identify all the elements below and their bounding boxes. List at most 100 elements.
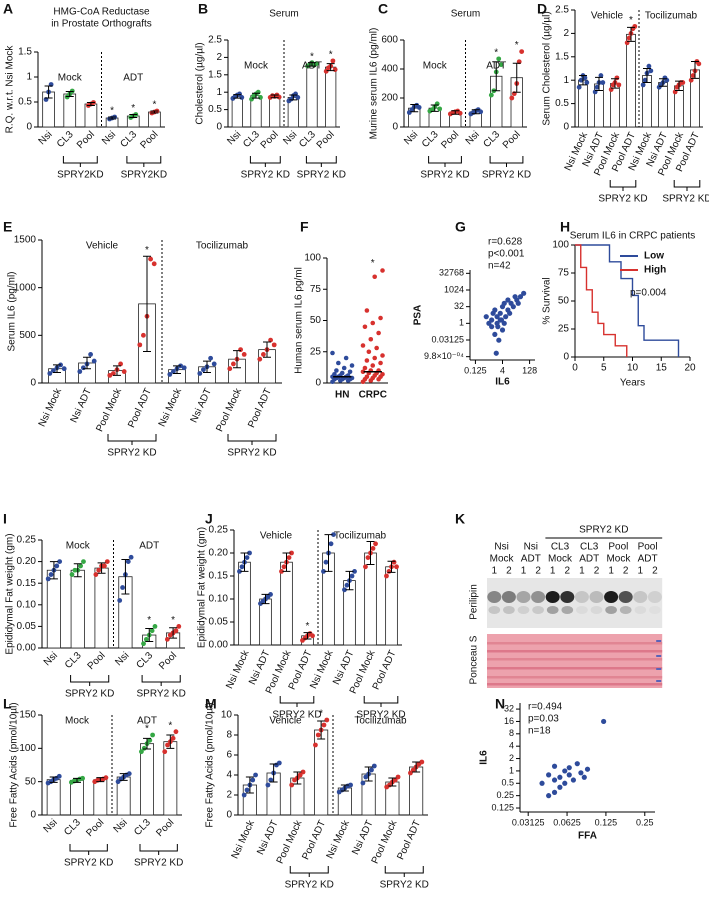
data-point <box>416 105 422 110</box>
data-point <box>139 749 144 755</box>
band <box>647 591 662 603</box>
band <box>589 591 604 603</box>
bracket <box>227 434 277 445</box>
data-point <box>378 360 383 366</box>
data-point <box>336 360 341 366</box>
group-label: Mock <box>65 716 90 727</box>
data-point <box>118 361 123 367</box>
error-bar <box>73 777 81 783</box>
data-point <box>323 559 329 565</box>
y-tick-label: 8 <box>226 730 232 741</box>
x-tick-label: Pool Mock <box>94 386 124 434</box>
data-point <box>372 355 378 361</box>
data-point <box>250 777 256 783</box>
x-tick-label: Pool <box>154 817 176 839</box>
data-point <box>121 369 127 374</box>
lane-label: ADT <box>638 554 658 565</box>
significance-star: * <box>515 40 519 51</box>
y-tick-label: 0.25 <box>209 525 229 536</box>
bar <box>385 566 398 646</box>
data-point <box>244 555 250 560</box>
data-point <box>257 356 263 362</box>
data-point <box>370 320 376 326</box>
error-bar <box>83 356 91 370</box>
ponceau-stripe <box>487 658 663 661</box>
data-point <box>437 106 443 112</box>
data-point <box>551 777 558 783</box>
data-point <box>384 573 389 579</box>
data-point <box>497 310 503 316</box>
error-bar <box>96 777 105 783</box>
data-point <box>434 101 440 107</box>
x-tick-label: CL3 <box>63 650 84 671</box>
x-tick-label: 0.25 <box>636 817 654 827</box>
error-bar <box>269 763 278 783</box>
legend-label: Low <box>644 251 664 262</box>
data-point <box>495 324 501 330</box>
y-tick-label: 0.00 <box>17 643 37 654</box>
data-point <box>578 77 584 83</box>
error-bar <box>233 94 242 99</box>
error-bar <box>308 62 316 67</box>
data-point <box>81 559 86 564</box>
y-tick-label: 100 <box>552 240 569 251</box>
band <box>633 591 648 603</box>
data-point <box>176 624 182 629</box>
y-tick-label: 0 <box>563 352 569 363</box>
data-point <box>297 772 303 778</box>
band <box>604 591 619 603</box>
data-point <box>276 760 282 766</box>
bar <box>70 569 85 649</box>
replicate-label: 1 <box>550 566 556 577</box>
y-tick-label: 6 <box>226 750 232 761</box>
marker-band <box>656 668 662 670</box>
bracket <box>107 434 157 445</box>
data-point <box>141 745 147 751</box>
error-bar <box>675 80 683 91</box>
error-bar <box>611 78 619 89</box>
y-tick-label: 2.5 <box>208 35 222 46</box>
group-label: Vehicle <box>86 241 119 252</box>
data-point <box>507 310 513 316</box>
y-axis-label: Human serum IL6 pg/ml <box>294 267 305 374</box>
data-point <box>77 369 83 374</box>
data-point <box>372 274 378 280</box>
data-point <box>551 763 558 769</box>
data-point <box>197 371 203 376</box>
data-point <box>370 363 376 368</box>
bracket-label: SPRY2 KD <box>227 448 276 459</box>
error-bar <box>86 102 95 106</box>
group-label: Tocilizumab <box>334 531 387 542</box>
group-label: Tocilizumab <box>645 11 698 22</box>
significance-star: * <box>147 615 151 626</box>
x-tick-label: Nsi Mock <box>157 386 185 429</box>
significance-star: * <box>319 709 323 720</box>
x-tick-label: Nsi <box>100 129 118 147</box>
data-point <box>343 355 349 361</box>
band-smear <box>517 606 530 614</box>
data-point <box>347 369 353 375</box>
x-tick-label: 0.125 <box>595 817 618 827</box>
bracket <box>289 866 329 877</box>
band <box>574 591 589 603</box>
panel-letter: A <box>3 1 13 17</box>
data-point <box>171 369 176 374</box>
y-axis-label: PSA <box>413 305 424 326</box>
lane-label: CL3 <box>551 542 570 553</box>
data-point <box>107 372 113 378</box>
data-point <box>93 572 99 577</box>
panel-letter: G <box>455 219 466 235</box>
y-tick-label: 200 <box>381 93 398 104</box>
error-bar <box>143 737 151 750</box>
y-tick-label: 1 <box>459 318 464 328</box>
bar <box>280 561 293 646</box>
data-point <box>342 587 347 593</box>
y-tick-label: 4 <box>226 770 232 781</box>
y-tick-label: 1500 <box>14 235 37 246</box>
x-tick-label: 0.0625 <box>553 817 581 827</box>
significance-star: * <box>145 724 149 735</box>
annotation: r=0.494 <box>528 702 563 713</box>
error-bar <box>252 92 260 99</box>
panel-letter: J <box>205 511 213 527</box>
x-tick-label: Pool ADT <box>246 387 274 430</box>
